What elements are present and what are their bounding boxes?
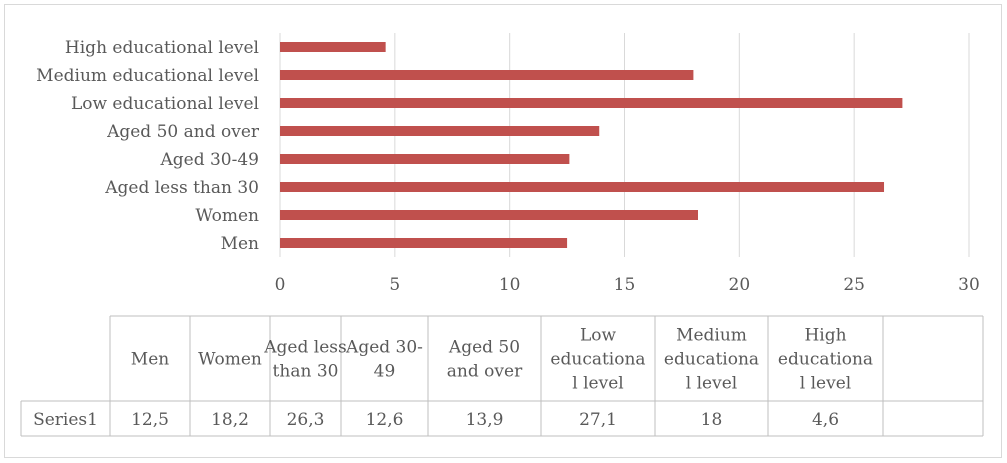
table-header-text: l level (800, 374, 851, 394)
table-header-text: Low (580, 326, 617, 346)
table-header-text: High (804, 326, 846, 346)
table-header-text: educationa (664, 350, 759, 370)
category-label: Aged less than 30 (104, 178, 259, 198)
table-header-text: Men (131, 350, 169, 370)
table-header-text: educationa (778, 350, 873, 370)
table-value-cell: 4,6 (812, 410, 839, 430)
table-value-cell: 18 (701, 410, 723, 430)
bar (280, 210, 698, 220)
bar (280, 154, 570, 164)
table-value-cell: 26,3 (287, 410, 325, 430)
table-header-text: 49 (374, 362, 396, 382)
x-tick-label: 10 (499, 275, 521, 295)
table-header-text: l level (686, 374, 737, 394)
table-value-cell: 13,9 (466, 410, 504, 430)
table-value-cell: 12,6 (366, 410, 404, 430)
table-header-text: Medium (676, 326, 747, 346)
bar (280, 42, 386, 52)
category-label: Women (195, 206, 259, 226)
table-value-cell: 27,1 (579, 410, 617, 430)
bar (280, 70, 694, 80)
table-header-text: and over (447, 362, 523, 382)
category-label: Aged 50 and over (106, 122, 260, 142)
bar (280, 182, 885, 192)
x-tick-label: 5 (389, 275, 400, 295)
category-label: High educational level (65, 38, 259, 58)
category-label: Medium educational level (36, 66, 259, 86)
table-header-text: than 30 (273, 362, 339, 382)
table-header-text: Aged 30- (345, 338, 423, 358)
category-label: Low educational level (71, 94, 259, 114)
x-tick-label: 25 (843, 275, 865, 295)
table-header-text: educationa (550, 350, 645, 370)
bar (280, 126, 600, 136)
table-header-text: l level (572, 374, 623, 394)
category-label: Aged 30-49 (159, 150, 259, 170)
x-tick-label: 0 (275, 275, 286, 295)
category-label: Men (221, 234, 259, 254)
table-row-label: Series1 (33, 410, 98, 430)
x-tick-label: 20 (729, 275, 751, 295)
bar (280, 98, 903, 108)
table-value-cell: 12,5 (131, 410, 169, 430)
table-header-text: Aged less (263, 338, 346, 358)
x-tick-label: 30 (958, 275, 980, 295)
table-header-text: Women (198, 350, 262, 370)
table-header-text: Aged 50 (448, 338, 520, 358)
x-tick-label: 15 (614, 275, 636, 295)
bar (280, 238, 568, 248)
table-value-cell: 18,2 (211, 410, 249, 430)
